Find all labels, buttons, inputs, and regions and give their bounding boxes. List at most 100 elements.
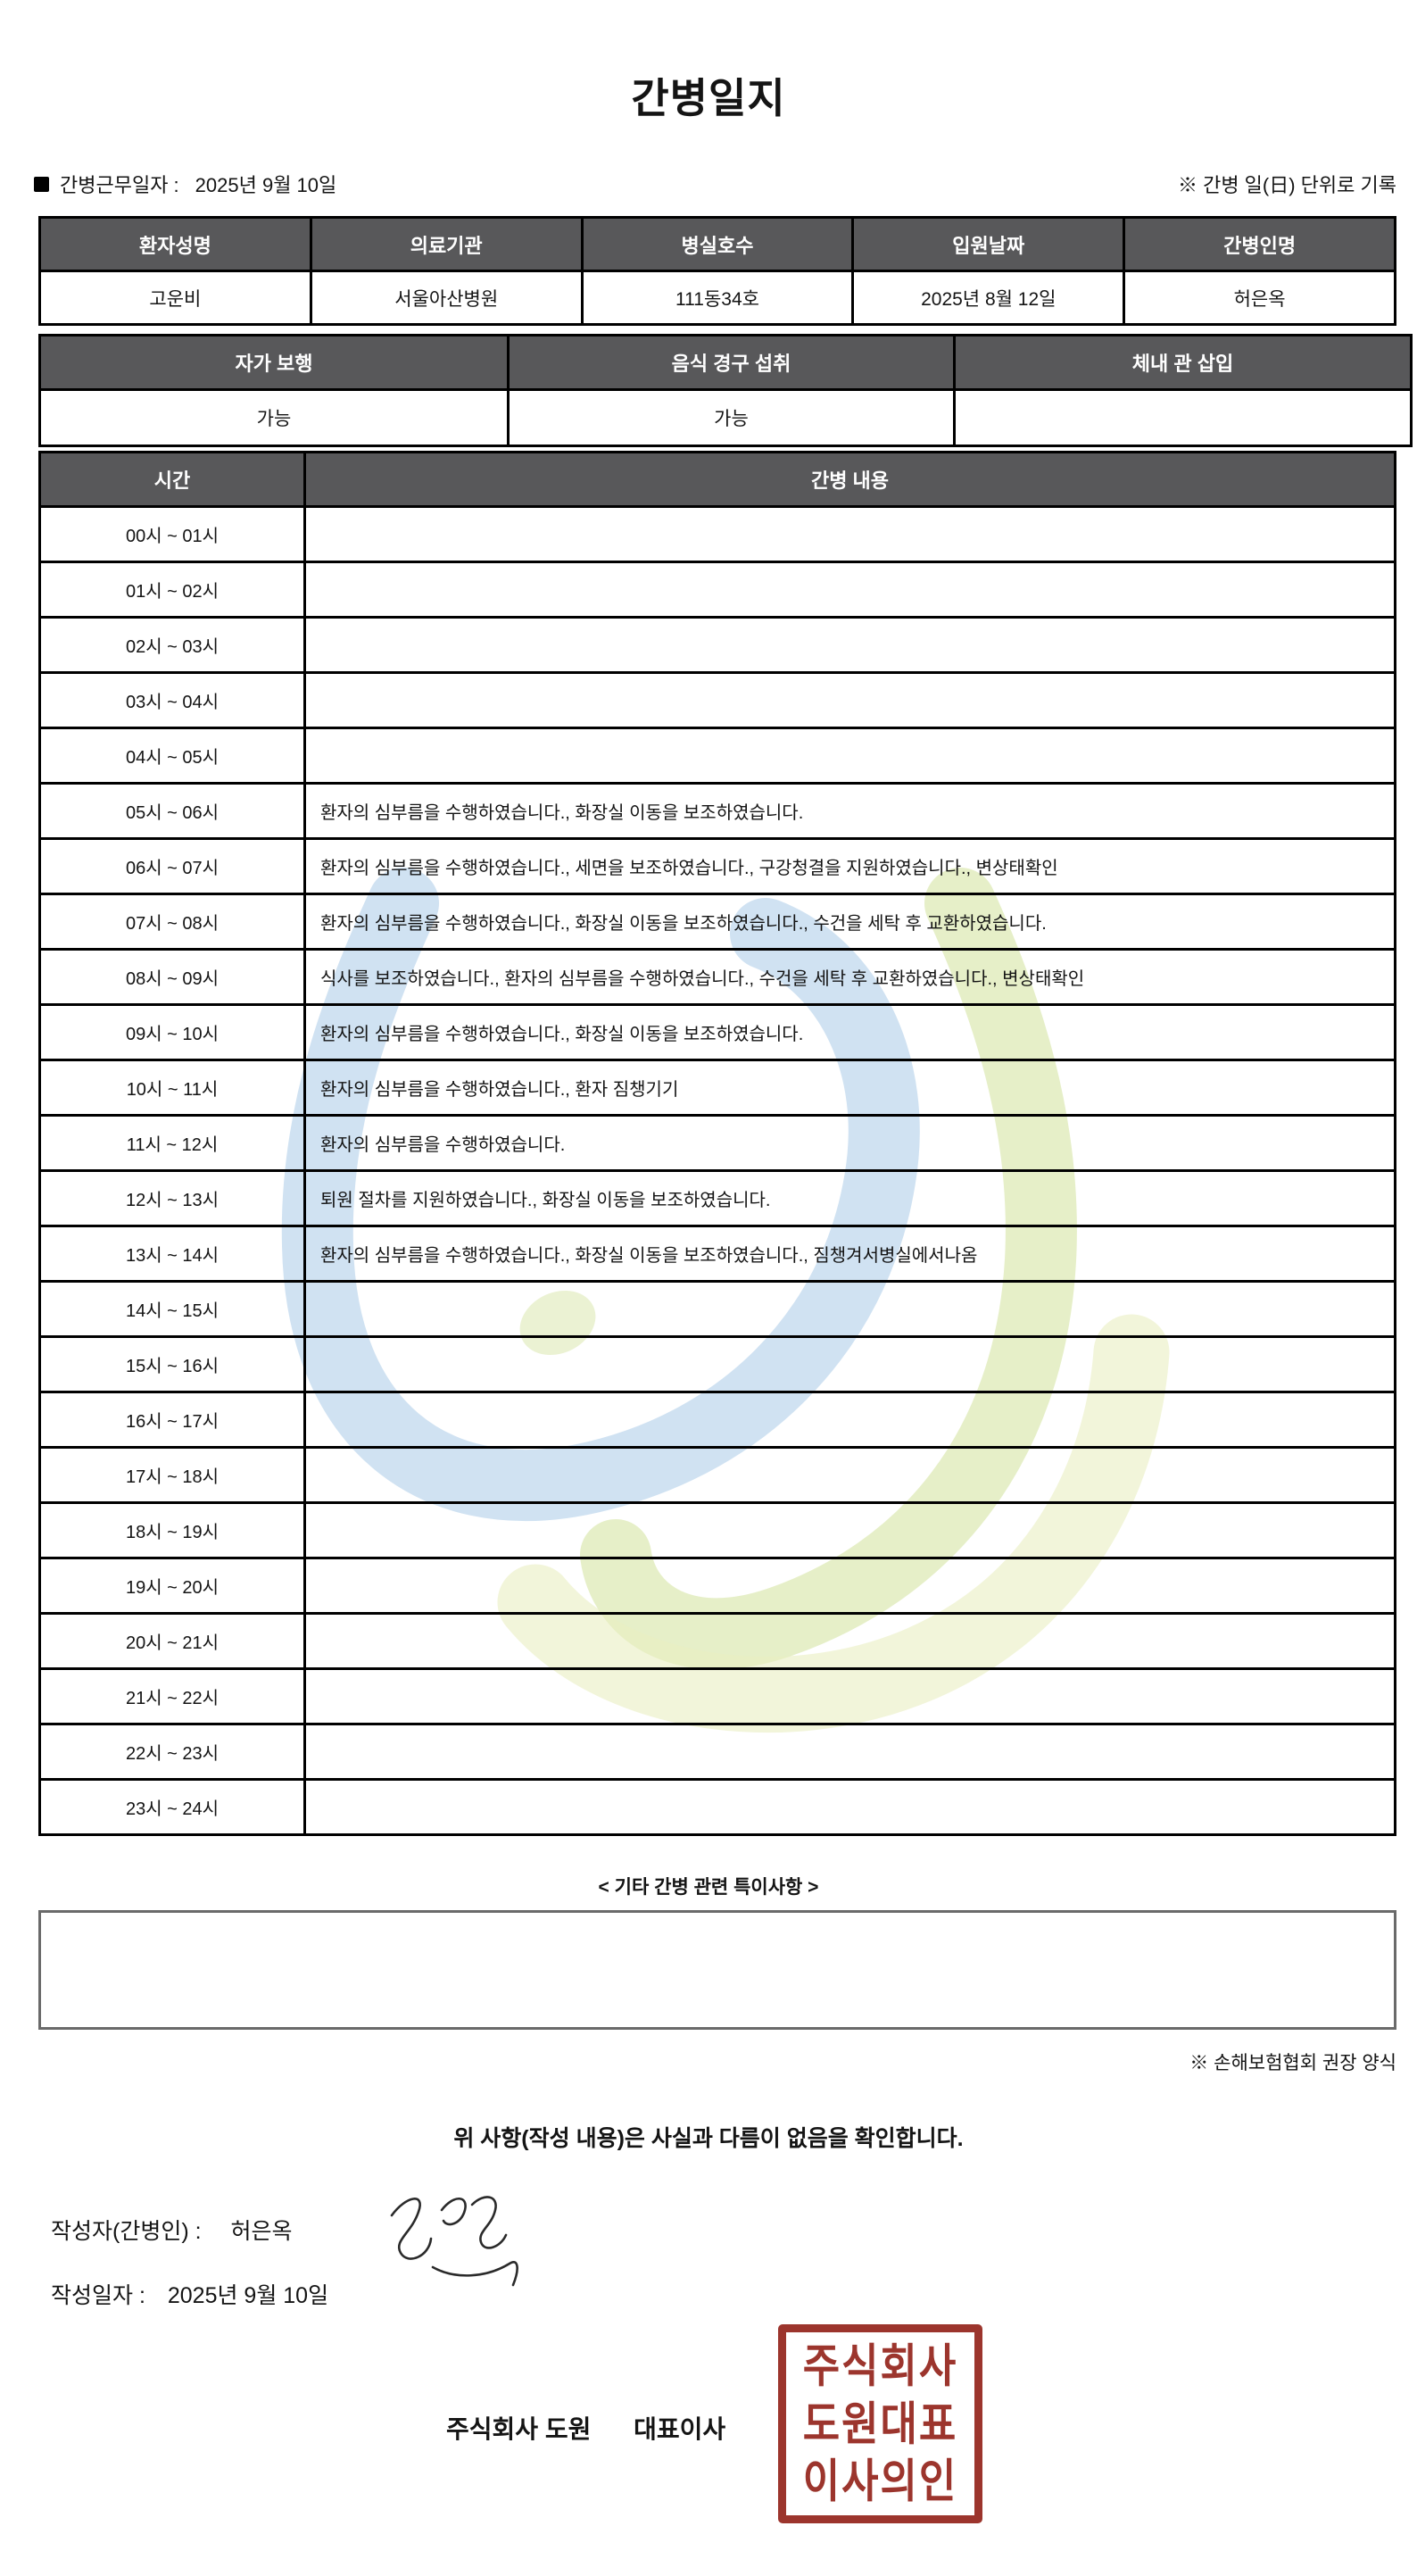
notes-heading: < 기타 간병 관련 특이사항 >	[598, 1877, 819, 1898]
patient-info-header-row: 환자성명 의료기관 병실호수 입원날짜 간병인명	[38, 216, 1396, 272]
care-row: 23시 ~ 24시	[38, 1778, 1396, 1836]
care-row: 08시 ~ 09시 식사를 보조하였습니다., 환자의 심부름을 수행하였습니다.…	[38, 948, 1396, 1006]
notes-box	[38, 1910, 1396, 2030]
care-row-content	[303, 505, 1396, 563]
care-row-content	[303, 561, 1396, 619]
header-patient-name: 환자성명	[38, 216, 312, 272]
care-row: 21시 ~ 22시	[38, 1667, 1396, 1725]
care-row: 20시 ~ 21시	[38, 1612, 1396, 1670]
care-row-time: 15시 ~ 16시	[38, 1335, 306, 1393]
patient-info-table: 환자성명 의료기관 병실호수 입원날짜 간병인명 고운비 서울아산병원 111동…	[38, 216, 1396, 326]
care-row-time: 06시 ~ 07시	[38, 837, 306, 895]
care-row: 00시 ~ 01시	[38, 505, 1396, 563]
care-row-time: 21시 ~ 22시	[38, 1667, 306, 1725]
care-row-content: 퇴원 절차를 지원하였습니다., 화장실 이동을 보조하였습니다.	[303, 1169, 1396, 1227]
status-header-row: 자가 보행 음식 경구 섭취 체내 관 삽입	[38, 334, 1413, 391]
care-row-time: 12시 ~ 13시	[38, 1169, 306, 1227]
care-log-header-row: 시간 간병 내용	[38, 451, 1396, 508]
care-row: 06시 ~ 07시 환자의 심부름을 수행하였습니다., 세면을 보조하였습니다.…	[38, 837, 1396, 895]
care-row-content	[303, 1446, 1396, 1504]
care-row-content: 환자의 심부름을 수행하였습니다., 화장실 이동을 보조하였습니다., 수건을…	[303, 893, 1396, 951]
care-row-time: 18시 ~ 19시	[38, 1501, 306, 1559]
care-row-time: 17시 ~ 18시	[38, 1446, 306, 1504]
care-row-content	[303, 1335, 1396, 1393]
care-row-content: 환자의 심부름을 수행하였습니다.	[303, 1114, 1396, 1172]
care-row-content: 환자의 심부름을 수행하였습니다., 화장실 이동을 보조하였습니다., 짐챙겨…	[303, 1225, 1396, 1283]
status-value-row: 가능 가능	[38, 388, 1413, 447]
writer-name: 허은옥	[230, 2219, 293, 2244]
write-date-label: 작성일자 :	[51, 2283, 145, 2308]
care-row-content: 식사를 보조하였습니다., 환자의 심부름을 수행하였습니다., 수건을 세탁 …	[303, 948, 1396, 1006]
header-room-number: 병실호수	[580, 216, 855, 272]
value-medical-institution: 서울아산병원	[309, 270, 584, 326]
care-row-content	[303, 1778, 1396, 1836]
care-row: 12시 ~ 13시 퇴원 절차를 지원하였습니다., 화장실 이동을 보조하였습니…	[38, 1169, 1396, 1227]
care-row: 13시 ~ 14시 환자의 심부름을 수행하였습니다., 화장실 이동을 보조하였…	[38, 1225, 1396, 1283]
care-row-content	[303, 1612, 1396, 1670]
care-row: 11시 ~ 12시 환자의 심부름을 수행하였습니다.	[38, 1114, 1396, 1172]
care-row: 04시 ~ 05시	[38, 727, 1396, 785]
care-row: 15시 ~ 16시	[38, 1335, 1396, 1393]
care-row-time: 02시 ~ 03시	[38, 616, 306, 674]
ceo-label: 대표이사	[634, 2415, 726, 2443]
care-row-time: 08시 ~ 09시	[38, 948, 306, 1006]
care-row: 16시 ~ 17시	[38, 1391, 1396, 1449]
care-row: 05시 ~ 06시 환자의 심부름을 수행하였습니다., 화장실 이동을 보조하였…	[38, 782, 1396, 840]
value-admission-date: 2025년 8월 12일	[851, 270, 1126, 326]
patient-status-table: 자가 보행 음식 경구 섭취 체내 관 삽입 가능 가능	[38, 334, 1413, 447]
care-row: 18시 ~ 19시	[38, 1501, 1396, 1559]
care-row-time: 13시 ~ 14시	[38, 1225, 306, 1283]
write-date-line: 작성일자 : 2025년 9월 10일	[51, 2278, 328, 2310]
care-row-content	[303, 1280, 1396, 1338]
care-row: 03시 ~ 04시	[38, 671, 1396, 729]
care-row-time: 04시 ~ 05시	[38, 727, 306, 785]
header-caregiver-name: 간병인명	[1123, 216, 1396, 272]
care-row-time: 16시 ~ 17시	[38, 1391, 306, 1449]
care-row-content	[303, 1391, 1396, 1449]
care-row-time: 07시 ~ 08시	[38, 893, 306, 951]
writer-line: 작성자(간병인) : 허은옥	[51, 2214, 293, 2246]
form-note: ※ 손해보험협회 권장 양식	[1189, 2053, 1396, 2073]
care-row-time: 23시 ~ 24시	[38, 1778, 306, 1836]
care-row-content	[303, 1557, 1396, 1615]
care-row-time: 05시 ~ 06시	[38, 782, 306, 840]
company-line: 주식회사 도원 대표이사	[446, 2410, 725, 2446]
header-self-walking: 자가 보행	[38, 334, 510, 391]
care-row: 01시 ~ 02시	[38, 561, 1396, 619]
write-date-value: 2025년 9월 10일	[167, 2283, 329, 2308]
stamp-line: 주식회사	[802, 2339, 958, 2392]
work-date-line: 간병근무일자 : 2025년 9월 10일	[34, 170, 336, 198]
care-row-content: 환자의 심부름을 수행하였습니다., 환자 짐챙기기	[303, 1059, 1396, 1117]
care-row-content: 환자의 심부름을 수행하였습니다., 화장실 이동을 보조하였습니다.	[303, 782, 1396, 840]
care-row-content	[303, 671, 1396, 729]
black-square-bullet-icon	[34, 176, 49, 192]
value-self-walking: 가능	[38, 388, 510, 447]
care-row-content: 환자의 심부름을 수행하였습니다., 화장실 이동을 보조하였습니다.	[303, 1003, 1396, 1061]
work-date-label: 간병근무일자 :	[60, 174, 179, 196]
work-date-value: 2025년 9월 10일	[195, 174, 337, 196]
value-patient-name: 고운비	[38, 270, 312, 326]
care-row: 17시 ~ 18시	[38, 1446, 1396, 1504]
stamp-line: 도원대표	[802, 2397, 958, 2450]
care-row: 02시 ~ 03시	[38, 616, 1396, 674]
corporate-seal-stamp: 주식회사 도원대표 이사의인	[778, 2324, 982, 2523]
care-row-content	[303, 1667, 1396, 1725]
stamp-line: 이사의인	[802, 2454, 958, 2507]
header-admission-date: 입원날짜	[851, 216, 1126, 272]
care-row-time: 14시 ~ 15시	[38, 1280, 306, 1338]
care-row-content: 환자의 심부름을 수행하였습니다., 세면을 보조하였습니다., 구강청결을 지…	[303, 837, 1396, 895]
care-row-content	[303, 616, 1396, 674]
care-row-content	[303, 1501, 1396, 1559]
care-row-content	[303, 1723, 1396, 1781]
patient-info-value-row: 고운비 서울아산병원 111동34호 2025년 8월 12일 허은옥	[38, 270, 1396, 326]
value-room-number: 111동34호	[580, 270, 855, 326]
header-care-content: 간병 내용	[303, 451, 1396, 508]
confirmation-statement: 위 사항(작성 내용)은 사실과 다름이 없음을 확인합니다.	[453, 2126, 964, 2151]
writer-label: 작성자(간병인) :	[51, 2219, 202, 2244]
care-row-time: 22시 ~ 23시	[38, 1723, 306, 1781]
header-oral-intake: 음식 경구 섭취	[507, 334, 956, 391]
care-row: 19시 ~ 20시	[38, 1557, 1396, 1615]
value-tube-insertion	[953, 388, 1413, 447]
header-tube-insertion: 체내 관 삽입	[953, 334, 1413, 391]
